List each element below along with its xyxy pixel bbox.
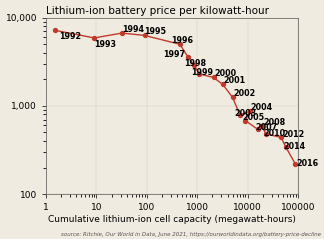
Point — [92, 36, 97, 40]
Point — [185, 55, 191, 59]
Point — [142, 33, 147, 37]
Point — [191, 63, 196, 67]
Point — [247, 109, 252, 113]
Text: 2007: 2007 — [256, 123, 278, 132]
Text: 1995: 1995 — [145, 27, 167, 36]
X-axis label: Cumulative lithium-ion cell capacity (megawatt-hours): Cumulative lithium-ion cell capacity (me… — [48, 215, 296, 224]
Text: 2005: 2005 — [243, 114, 265, 122]
Text: 2002: 2002 — [233, 89, 256, 98]
Point — [230, 95, 235, 99]
Point — [279, 136, 284, 139]
Point — [263, 132, 269, 136]
Text: 1994: 1994 — [122, 25, 144, 34]
Point — [283, 145, 288, 149]
Point — [211, 76, 216, 79]
Text: 1997: 1997 — [163, 50, 185, 59]
Text: source: Ritchie, Our World in Data, June 2021, https://ourworldindata.org/batter: source: Ritchie, Our World in Data, June… — [61, 232, 321, 237]
Point — [293, 162, 298, 166]
Point — [197, 72, 202, 76]
Text: 2012: 2012 — [282, 130, 304, 139]
Point — [259, 124, 264, 128]
Text: 2001: 2001 — [224, 76, 246, 85]
Text: 2008: 2008 — [263, 119, 285, 127]
Point — [255, 128, 260, 131]
Point — [52, 28, 58, 32]
Point — [237, 113, 242, 117]
Text: 2000: 2000 — [214, 69, 237, 78]
Text: 2010: 2010 — [263, 129, 285, 138]
Text: 1993: 1993 — [94, 40, 116, 49]
Text: 1996: 1996 — [171, 36, 193, 45]
Point — [220, 82, 226, 86]
Text: 1992: 1992 — [59, 32, 81, 41]
Text: 2004: 2004 — [251, 103, 273, 112]
Point — [243, 119, 248, 123]
Text: 2014: 2014 — [283, 141, 305, 151]
Text: 1999: 1999 — [191, 68, 213, 77]
Text: Lithium-ion battery price per kilowatt-hour: Lithium-ion battery price per kilowatt-h… — [46, 5, 269, 16]
Point — [119, 31, 124, 35]
Point — [177, 42, 182, 46]
Text: 2003: 2003 — [235, 109, 257, 118]
Text: 1998: 1998 — [185, 59, 207, 68]
Text: 2016: 2016 — [296, 159, 318, 168]
